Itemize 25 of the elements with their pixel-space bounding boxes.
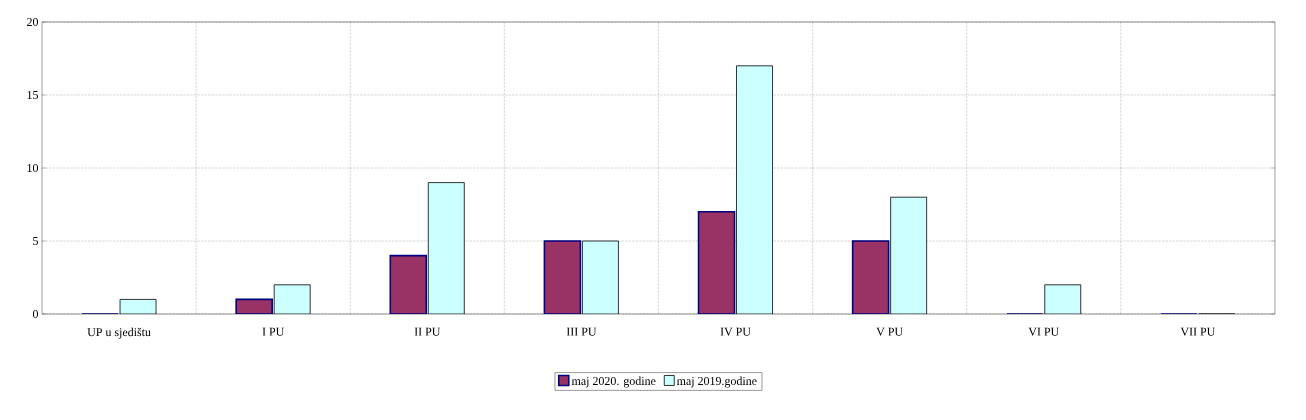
bar: [851, 240, 890, 314]
y-tick-label: 10: [27, 163, 39, 173]
y-tick-label: 0: [32, 309, 39, 319]
x-tick-label: II PU: [414, 327, 441, 336]
bar: [543, 240, 582, 314]
bar: [736, 65, 773, 314]
y-tick-label: 15: [27, 91, 39, 99]
bar: [890, 196, 928, 314]
legend-label: maj 2019.godine: [676, 376, 757, 388]
bar: [582, 240, 619, 314]
x-tick-label: I PU: [262, 327, 285, 336]
x-tick-label: UP u sjedištu: [87, 327, 151, 339]
x-tick-label: IV PU: [720, 327, 751, 336]
x-tick-label: III PU: [566, 327, 597, 336]
bar: [1044, 284, 1082, 314]
y-tick-label: 5: [33, 237, 39, 245]
y-tick-label: 20: [27, 17, 39, 27]
x-tick-label: VII PU: [1180, 327, 1216, 336]
bar: [697, 211, 736, 314]
legend-label: maj 2020. godine: [571, 376, 656, 388]
bar: [389, 254, 428, 314]
x-tick-label: V PU: [876, 327, 903, 336]
x-tick-label: VI PU: [1028, 327, 1059, 336]
bar: [273, 284, 311, 314]
bar: [427, 182, 465, 314]
